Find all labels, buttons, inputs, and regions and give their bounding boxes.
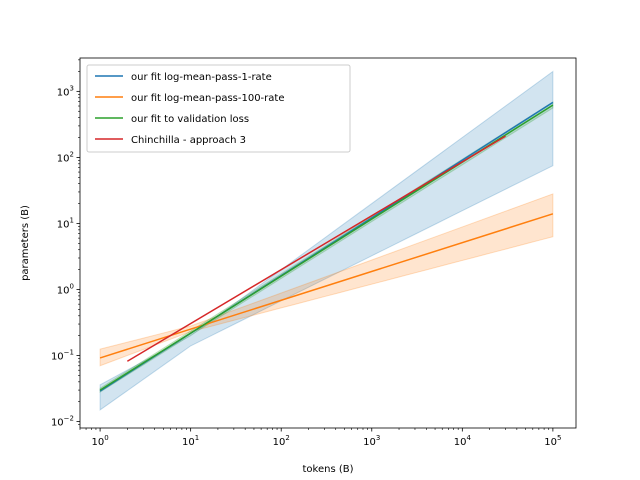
legend-label: Chinchilla - approach 3 [131,135,246,146]
series-lines [99,101,554,392]
y-tick-label: 10−1 [51,349,74,363]
series-line-2 [99,213,554,359]
x-tick-label: 102 [273,434,290,448]
x-tick-label: 101 [182,434,199,448]
series-band-1 [99,70,554,411]
plot-frame [79,57,577,429]
series-line-4 [126,135,506,362]
x-tick-label: 105 [544,434,561,448]
legend-label: our fit log-mean-pass-100-rate [131,93,284,104]
legend-box [86,64,351,153]
x-axis-label: tokens (B) [302,464,353,475]
x-axis-ticks: 100 101 102 103 104 105 [79,428,561,448]
y-tick-label: 101 [57,216,74,230]
legend-label: our fit log-mean-pass-1-rate [131,72,272,83]
y-axis-ticks: 10−2 10−1 100 101 102 103 [51,59,80,429]
series-band-2 [99,193,554,367]
legend-label: our fit to validation loss [131,114,249,125]
y-tick-label: 102 [57,150,74,164]
x-tick-label: 100 [91,434,108,448]
y-tick-label: 103 [57,84,74,98]
x-tick-label: 103 [363,434,380,448]
y-tick-label: 10−2 [51,415,74,429]
x-tick-label: 104 [454,434,472,448]
y-tick-label: 100 [57,283,74,297]
legend: our fit log-mean-pass-1-rate our fit log-… [86,64,351,153]
y-axis-label: parameters (B) [20,205,31,281]
